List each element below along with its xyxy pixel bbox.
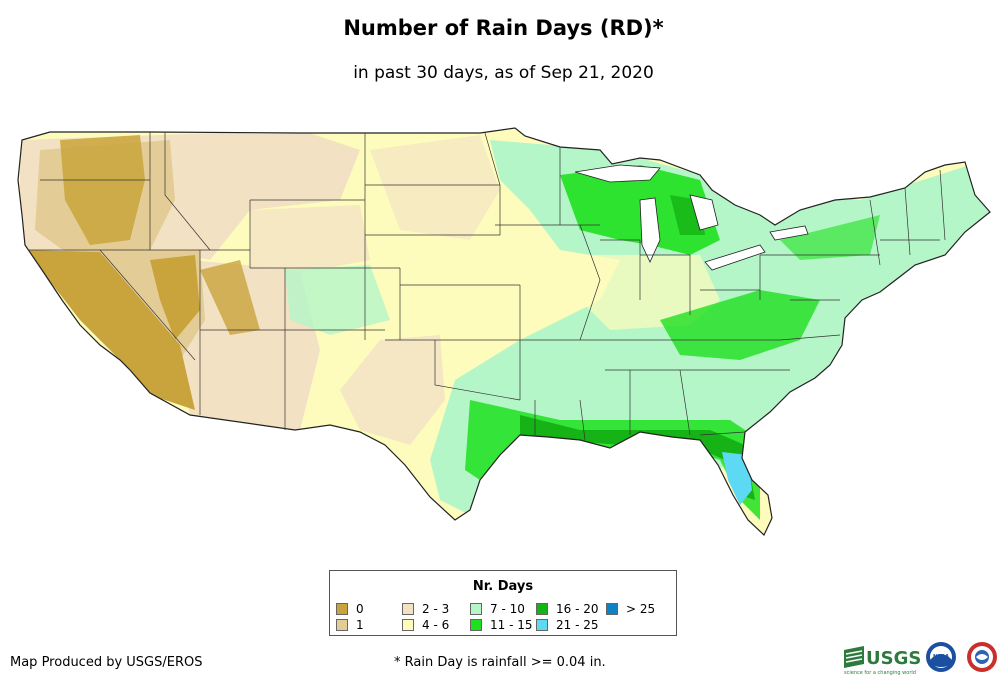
region-mid-atlantic-11-15 xyxy=(780,215,880,260)
region-colorado-7-10 xyxy=(285,265,390,335)
agency-logos: USGS science for a changing world NOAA xyxy=(844,642,997,676)
legend-swatch xyxy=(536,619,548,631)
region-appalachia-11-15 xyxy=(660,290,820,360)
region-florida-21-25 xyxy=(722,452,752,505)
region-southwest-2-3 xyxy=(175,260,320,430)
legend-item-0: 0 xyxy=(336,602,364,616)
region-california-0 xyxy=(25,250,195,410)
legend-label: 16 - 20 xyxy=(556,602,599,616)
legend-label: 0 xyxy=(356,602,364,616)
noaa-wordmark: NOAA xyxy=(933,654,949,660)
legend-item-7: 21 - 25 xyxy=(536,618,599,632)
legend-title: Nr. Days xyxy=(472,579,534,594)
map-subtitle: in past 30 days, as of Sep 21, 2020 xyxy=(353,63,654,83)
legend-swatch xyxy=(606,603,618,615)
legend-label: 11 - 15 xyxy=(490,618,533,632)
lake-ontario xyxy=(769,225,809,241)
map-title: Number of Rain Days (RD)* xyxy=(343,16,664,40)
us-outline xyxy=(17,127,991,537)
legend-label: 21 - 25 xyxy=(556,618,599,632)
legend-item-8: > 25 xyxy=(606,602,655,616)
rain-day-footnote: * Rain Day is rainfall >= 0.04 in. xyxy=(394,655,606,670)
lake-michigan xyxy=(639,197,661,263)
nws-logo xyxy=(967,642,997,672)
legend-swatch xyxy=(470,603,482,615)
legend-item-4: 7 - 10 xyxy=(470,602,525,616)
legend-item-6: 16 - 20 xyxy=(536,602,599,616)
legend-label: 7 - 10 xyxy=(490,602,525,616)
legend-label: > 25 xyxy=(626,602,656,616)
legend-swatch xyxy=(336,619,348,631)
legend-label: 2 - 3 xyxy=(422,602,450,616)
lake-superior xyxy=(574,164,661,183)
region-wyoming-2-3 xyxy=(250,205,370,275)
legend-item-1: 1 xyxy=(336,618,364,632)
legend-swatch xyxy=(336,603,348,615)
usgs-wordmark: USGS xyxy=(866,648,921,669)
legend-swatch xyxy=(470,619,482,631)
usgs-logo: USGS science for a changing world xyxy=(844,646,921,676)
usgs-tagline: science for a changing world xyxy=(844,670,916,676)
lake-huron xyxy=(689,194,719,231)
lake-erie xyxy=(704,244,766,271)
region-oregon-0 xyxy=(60,135,145,245)
legend-item-3: 4 - 6 xyxy=(402,618,449,632)
noaa-logo: NOAA xyxy=(926,642,956,672)
legend-swatch xyxy=(402,603,414,615)
legend-label: 4 - 6 xyxy=(422,618,450,632)
region-arizona-0 xyxy=(200,260,260,335)
region-corn-belt-4-6 xyxy=(580,255,720,330)
region-southern-plains-2-3 xyxy=(340,335,445,445)
legend-swatch xyxy=(536,603,548,615)
region-nevada-0 xyxy=(150,255,200,340)
legend-item-5: 11 - 15 xyxy=(470,618,533,632)
legend-item-2: 2 - 3 xyxy=(402,602,449,616)
region-great-plains-2-3 xyxy=(370,135,500,240)
legend-label: 1 xyxy=(356,618,364,632)
state-boundaries xyxy=(28,132,946,441)
legend: Nr. Days 0 1 2 - 3 4 - 6 7 - 10 11 - 15 … xyxy=(329,570,677,636)
region-gulf-16-20 xyxy=(520,415,755,500)
map-credit: Map Produced by USGS/EROS xyxy=(10,655,203,670)
rain-days-map xyxy=(17,127,991,537)
legend-swatch xyxy=(402,619,414,631)
